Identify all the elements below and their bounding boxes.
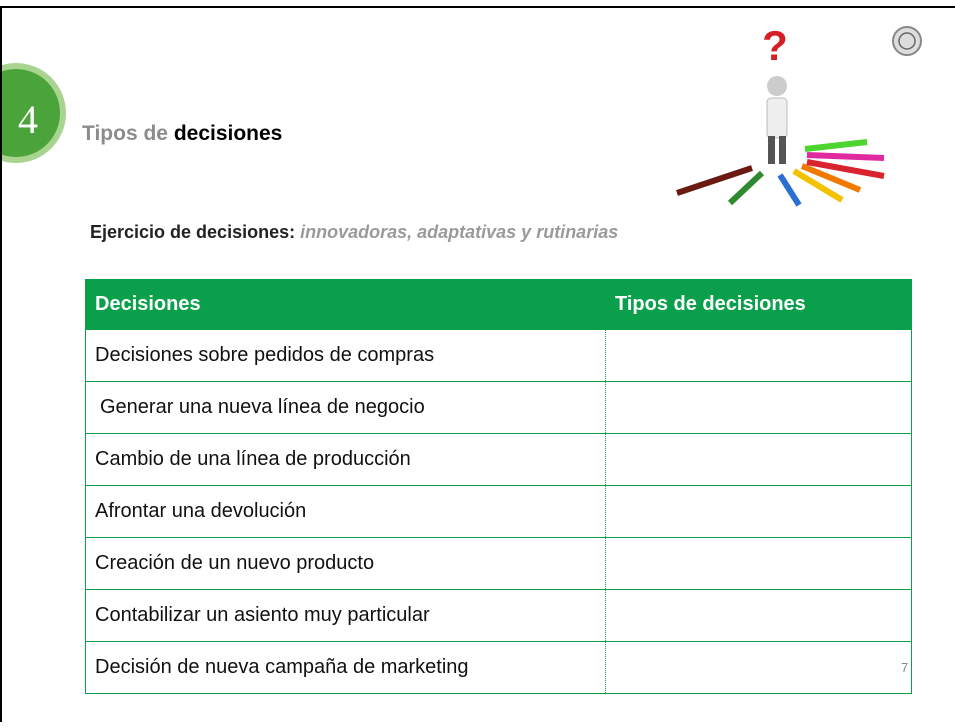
- subtitle-lead: Ejercicio de decisiones:: [90, 222, 296, 242]
- decision-cell: Decisiones sobre pedidos de compras: [85, 329, 606, 382]
- subtitle-emphasis: innovadoras, adaptativas y rutinarias: [300, 222, 619, 242]
- table-row: Contabilizar un asiento muy particular: [85, 589, 912, 642]
- type-cell: [605, 381, 912, 434]
- section-number: 4: [18, 97, 38, 142]
- decision-cell: Generar una nueva línea de negocio: [85, 381, 606, 434]
- type-cell: [605, 641, 912, 694]
- decision-cell: Cambio de una línea de producción: [85, 433, 606, 486]
- type-cell: [605, 485, 912, 538]
- seal: [892, 26, 922, 56]
- type-cell: [605, 589, 912, 642]
- table-row: Creación de un nuevo producto: [85, 537, 912, 590]
- decision-cell: Creación de un nuevo producto: [85, 537, 606, 590]
- decision-cell: Contabilizar un asiento muy particular: [85, 589, 606, 642]
- table-row: Generar una nueva línea de negocio: [85, 381, 912, 434]
- decision-cell: Afrontar una devolución: [85, 485, 606, 538]
- subtitle: Ejercicio de decisiones: innovadoras, ad…: [90, 222, 618, 243]
- person-leg: [768, 136, 775, 164]
- table-row: Afrontar una devolución: [85, 485, 912, 538]
- header-row: Decisiones Tipos de decisiones: [85, 279, 912, 330]
- title-bold: decisiones: [173, 122, 283, 145]
- table-row: Decisión de nueva campaña de marketing: [85, 641, 912, 694]
- header-cell: Decisiones: [85, 279, 606, 330]
- person-head: [767, 76, 787, 96]
- page-number: 7: [901, 660, 909, 675]
- header-cell: Tipos de decisiones: [605, 279, 912, 330]
- type-cell: [605, 433, 912, 486]
- title-light: Tipos de: [82, 122, 168, 145]
- person-leg: [779, 136, 786, 164]
- table-row: Cambio de una línea de producción: [85, 433, 912, 486]
- type-cell: [605, 329, 912, 382]
- table-row: Decisiones sobre pedidos de compras: [85, 329, 912, 382]
- slide: ? 4 Tipos de decisiones Ejercicio de dec…: [0, 6, 955, 722]
- badge-inner: [2, 69, 60, 157]
- table-body: Decisiones sobre pedidos de compras Gener…: [85, 329, 912, 694]
- decision-table: Decisiones Tipos de decisiones Decisione…: [85, 279, 912, 694]
- decision-cell: Decisión de nueva campaña de marketing: [85, 641, 606, 694]
- slide-title: Tipos de decisiones: [82, 122, 282, 146]
- person-body: [766, 97, 788, 139]
- type-cell: [605, 537, 912, 590]
- decorations: ?: [2, 22, 922, 207]
- question-mark: ?: [762, 22, 788, 69]
- seal-inner: [898, 32, 916, 50]
- arrows: [676, 139, 885, 207]
